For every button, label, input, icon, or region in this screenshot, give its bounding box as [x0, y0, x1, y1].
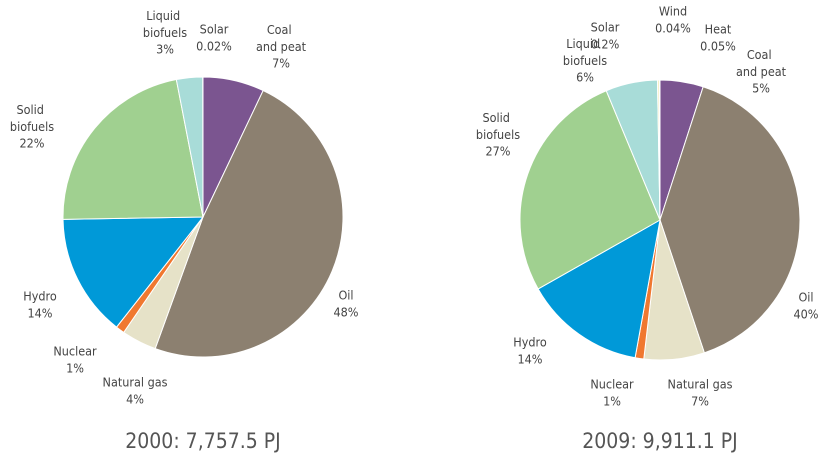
pie-slice [154, 89, 344, 358]
slice-label: Nuclear [590, 377, 634, 392]
pie-slice [62, 216, 205, 328]
label-line: biofuels [10, 119, 54, 134]
label-line: Solid [483, 110, 514, 125]
slice-label: Hydro [23, 289, 57, 304]
slice-value-label: 48% [334, 305, 359, 320]
slice-label: Liquid biofuels [563, 36, 607, 68]
slice-label: Solar [591, 20, 620, 35]
slice-value-label: 7% [691, 394, 709, 409]
slice-label: Coal and peat [736, 47, 787, 79]
slice-value-label: 6% [576, 70, 594, 85]
slice-value-label: 22% [20, 136, 45, 151]
slice-label: Heat [705, 22, 732, 37]
slice-label: Oil [798, 290, 813, 305]
slice-value-label: 14% [28, 306, 53, 321]
slice-value-label: 3% [156, 42, 174, 57]
pie-slice [62, 78, 204, 220]
slice-label: Oil [338, 288, 353, 303]
slice-label: Nuclear [53, 344, 97, 359]
slice-value-label: 14% [518, 352, 543, 367]
slice-value-label: 1% [603, 394, 621, 409]
label-line: biofuels [143, 25, 187, 40]
slice-value-label: 0.02% [196, 39, 232, 54]
label-line: Coal [267, 22, 295, 37]
slice-value-label: 4% [126, 392, 144, 407]
pie-slice [659, 86, 801, 354]
label-line: and peat [256, 39, 307, 54]
slice-label: Hydro [513, 335, 547, 350]
label-line: Solid [17, 102, 48, 117]
label-line: and peat [736, 64, 787, 79]
pie-slice [537, 219, 661, 359]
slice-value-label: 40% [794, 307, 819, 322]
slice-value-label: 0.04% [655, 21, 691, 36]
slice-label: Solid biofuels [476, 110, 520, 142]
label-line: biofuels [563, 53, 607, 68]
slice-value-label: 1% [66, 361, 84, 376]
slice-value-label: 27% [486, 144, 511, 159]
chart-title: 2009: 9,911.1 PJ [582, 429, 737, 453]
slice-value-label: 0.2% [591, 37, 620, 52]
label-line: Liquid [146, 8, 184, 23]
slice-label: Solid biofuels [10, 102, 54, 134]
chart-title: 2000: 7,757.5 PJ [125, 429, 280, 453]
slice-value-label: 5% [752, 81, 770, 96]
pie-slice [519, 90, 661, 290]
slice-label: Wind [659, 4, 687, 19]
slice-label: Coal and peat [256, 22, 307, 54]
slice-label: Natural gas [668, 377, 733, 392]
label-line: Liquid [566, 36, 604, 51]
slice-value-label: 0.05% [700, 39, 736, 54]
label-line: biofuels [476, 127, 520, 142]
slice-label: Natural gas [103, 375, 168, 390]
label-line: Coal [747, 47, 775, 62]
slice-label: Solar [200, 22, 229, 37]
slice-label: Liquid biofuels [143, 8, 187, 40]
slice-value-label: 7% [272, 56, 290, 71]
